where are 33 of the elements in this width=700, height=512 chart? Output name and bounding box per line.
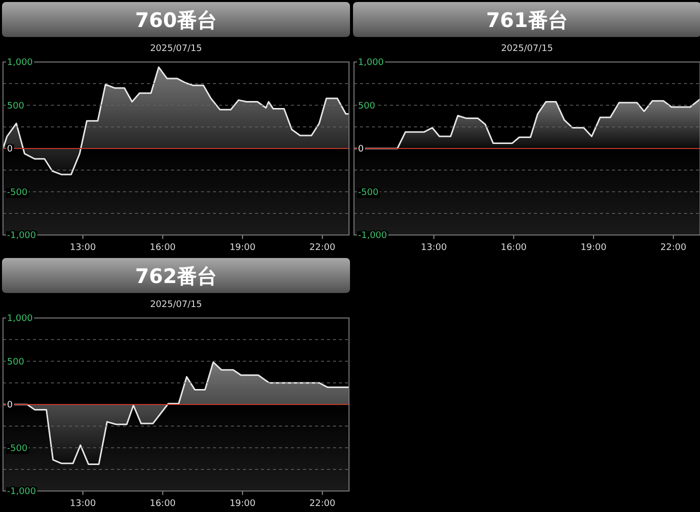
- x-tick-label: 22:00: [309, 243, 336, 253]
- chart-title: 762番台: [135, 264, 217, 288]
- x-tick-label: 19:00: [580, 243, 607, 253]
- chart-subtitle: 2025/07/15: [501, 44, 553, 54]
- x-tick-label: 22:00: [660, 243, 687, 253]
- y-tick-label: -1,000: [7, 231, 36, 242]
- y-tick-label: -500: [7, 188, 28, 198]
- y-tick-label: 0: [7, 144, 13, 155]
- y-tick-label: 1,000: [7, 58, 34, 68]
- y-tick-label: -500: [358, 188, 379, 198]
- x-tick-label: 13:00: [70, 499, 96, 509]
- y-tick-label: 1,000: [7, 314, 34, 324]
- chart-title: 760番台: [135, 8, 217, 32]
- x-tick-label: 19:00: [230, 243, 256, 253]
- y-tick-label: 1,000: [358, 58, 384, 68]
- y-tick-label: 500: [358, 101, 376, 112]
- chart-subtitle: 2025/07/15: [150, 300, 202, 310]
- chart-subtitle: 2025/07/15: [150, 44, 202, 54]
- y-tick-label: 0: [7, 400, 13, 411]
- y-tick-label: 0: [358, 144, 364, 155]
- y-tick-label: -1,000: [358, 231, 388, 242]
- chart-title: 761番台: [486, 8, 568, 32]
- y-tick-label: -500: [7, 444, 28, 454]
- y-tick-label: -1,000: [7, 487, 36, 498]
- x-tick-label: 16:00: [500, 243, 527, 253]
- x-tick-label: 16:00: [150, 243, 176, 253]
- x-tick-label: 16:00: [150, 499, 176, 509]
- y-tick-label: 500: [7, 101, 24, 112]
- x-tick-label: 22:00: [309, 499, 336, 509]
- y-tick-label: 500: [7, 357, 24, 368]
- x-tick-label: 19:00: [230, 499, 256, 509]
- x-tick-label: 13:00: [420, 243, 448, 253]
- x-tick-label: 13:00: [70, 243, 96, 253]
